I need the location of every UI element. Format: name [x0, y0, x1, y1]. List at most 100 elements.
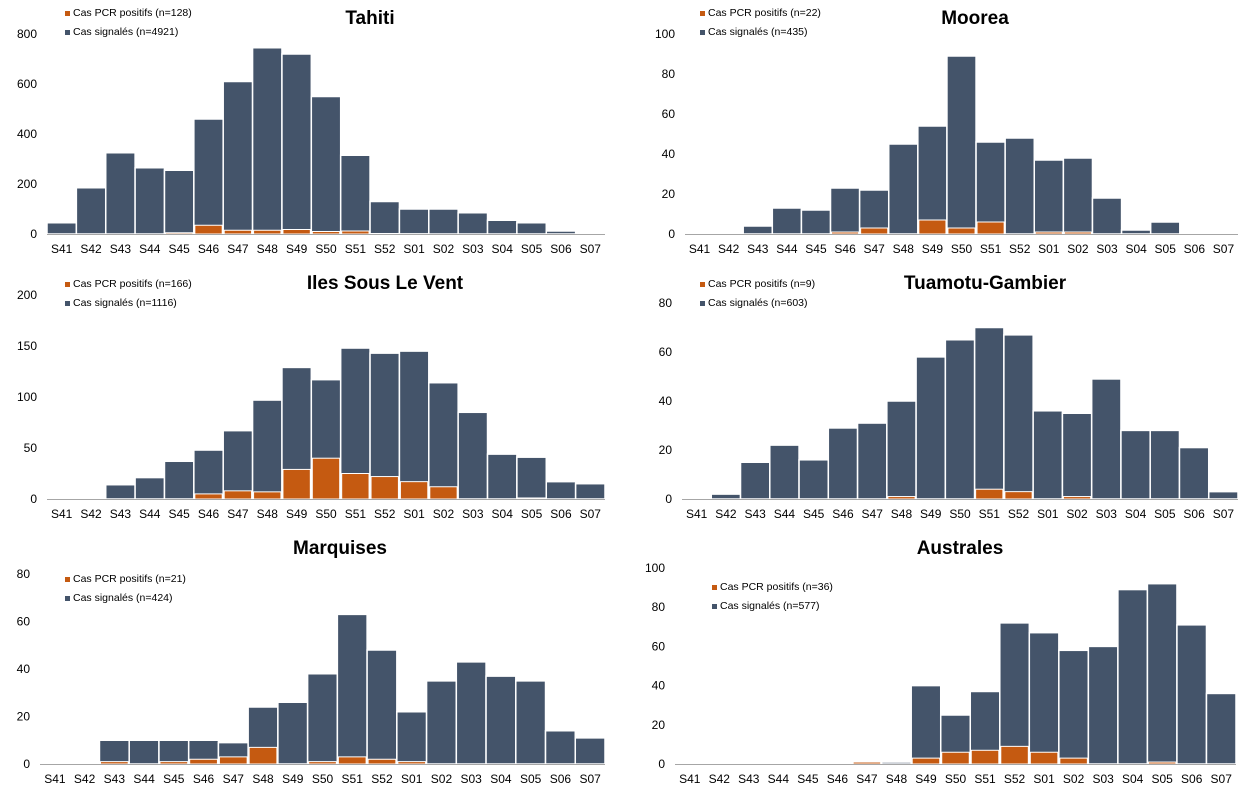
x-tick-label: S43 [104, 772, 126, 786]
bar-pcr-s52 [1000, 745, 1029, 765]
legend-label: Cas PCR positifs (n=166) [73, 278, 192, 290]
x-tick-label: S44 [133, 772, 155, 786]
chart-svg-moorea: Moorea 0 20 40 60 80 100 S41 S42 S43 S44 S45 S46 S47 S… [655, 7, 1238, 256]
bar-reported-s49 [281, 53, 313, 235]
y-tick-label: 100 [655, 27, 675, 41]
bar-reported-s44 [134, 167, 166, 235]
bar-pcr-s50 [947, 227, 976, 235]
x-tick-label: S44 [139, 242, 161, 256]
legend-swatch [65, 301, 70, 306]
x-tick-label: S46 [198, 507, 220, 521]
x-tick-label: S41 [689, 242, 711, 256]
y-tick-label: 0 [658, 757, 665, 771]
bar-reported-s04 [486, 453, 518, 500]
x-tick-label: S41 [686, 507, 708, 521]
bar-reported-s04 [1120, 429, 1151, 500]
x-tick-label: S02 [433, 507, 455, 521]
bar-reported-s44 [771, 207, 803, 235]
x-tick-label: S42 [80, 242, 102, 256]
x-tick-label: S02 [433, 242, 455, 256]
bar-pcr-s45 [159, 761, 189, 765]
bar-pcr-s51 [976, 221, 1005, 235]
x-tick-label: S50 [945, 772, 967, 786]
x-tick-label: S43 [110, 507, 132, 521]
bar-reported-s49 [917, 125, 948, 235]
chart-marquises: Marquises 0 20 40 60 80 S41 S42 S43 S44 S45 S46 S47 S… [0, 530, 613, 787]
bar-reported-s02 [1058, 649, 1090, 765]
chart-title: Tahiti [345, 8, 394, 29]
legend-swatch [700, 282, 705, 287]
x-tick-label: S45 [168, 507, 190, 521]
y-tick-label: 400 [17, 127, 37, 141]
x-tick-label: S42 [715, 507, 737, 521]
x-tick-label: S03 [1096, 242, 1118, 256]
bar-reported-s01 [1028, 631, 1060, 765]
x-tick-label: S04 [492, 242, 514, 256]
legend-label: Cas PCR positifs (n=22) [708, 7, 821, 19]
bar-reported-s03 [1091, 197, 1123, 235]
bar-pcr-s50 [941, 751, 970, 765]
bar-pcr-s47 [852, 761, 882, 765]
y-tick-label: 40 [659, 394, 673, 408]
x-tick-label: S49 [286, 507, 308, 521]
x-tick-label: S41 [51, 242, 73, 256]
chart-svg-tuamotu-gambier: Tuamotu-Gambier 0 20 40 60 80 S41 S42 S43 S44 S45 S… [659, 273, 1239, 521]
bar-reported-s05 [516, 456, 548, 500]
bar-reported-s50 [946, 55, 977, 235]
y-tick-label: 150 [17, 339, 37, 353]
legend-swatch [700, 11, 705, 16]
x-tick-label: S46 [832, 507, 854, 521]
chart-iles-sous-le-vent: Iles Sous Le Vent 0 50 100 150 200 S41 S42 S43 S4… [0, 265, 613, 522]
x-tick-label: S41 [51, 507, 73, 521]
y-tick-label: 600 [17, 77, 37, 91]
x-tick-label: S52 [371, 772, 393, 786]
bar-reported-s45 [158, 739, 190, 765]
bar-reported-s47 [222, 80, 254, 235]
bar-pcr-s48 [248, 746, 278, 765]
x-tick-label: S44 [768, 772, 790, 786]
y-tick-label: 60 [659, 345, 673, 359]
bar-reported-s07 [574, 482, 606, 500]
bar-reported-s03 [457, 411, 489, 500]
x-tick-label: S47 [227, 242, 249, 256]
y-tick-label: 200 [17, 177, 37, 191]
bar-pcr-s52 [370, 476, 399, 500]
chart-title: Marquises [293, 538, 387, 559]
x-tick-label: S47 [864, 242, 886, 256]
x-tick-label: S48 [257, 242, 279, 256]
x-tick-label: S03 [1092, 772, 1114, 786]
x-tick-label: S06 [550, 242, 572, 256]
bar-reported-s50 [944, 339, 976, 500]
bar-pcr-s48 [253, 491, 282, 500]
x-tick-label: S47 [856, 772, 878, 786]
bar-reported-s43 [104, 152, 136, 235]
x-tick-label: S04 [1125, 507, 1147, 521]
bar-reported-s04 [485, 675, 517, 765]
x-tick-label: S42 [709, 772, 731, 786]
legend-swatch [65, 596, 70, 601]
bar-reported-s01 [396, 711, 428, 765]
bar-reported-s49 [277, 701, 309, 765]
bar-reported-s04 [1117, 588, 1149, 765]
x-tick-label: S04 [1122, 772, 1144, 786]
x-tick-label: S42 [718, 242, 740, 256]
bar-reported-s05 [1149, 221, 1181, 235]
bar-reported-s51 [975, 141, 1006, 235]
x-tick-label: S42 [80, 507, 102, 521]
bar-pcr-s02 [1062, 496, 1092, 500]
bar-reported-s51 [336, 613, 368, 765]
x-tick-label: S48 [886, 772, 908, 786]
chart-title: Australes [917, 538, 1004, 559]
bar-reported-s05 [515, 680, 547, 765]
x-tick-label: S02 [1063, 772, 1085, 786]
bar-reported-s44 [134, 476, 166, 500]
x-tick-label: S45 [797, 772, 819, 786]
y-tick-label: 60 [652, 639, 666, 653]
bar-pcr-s51 [341, 230, 370, 235]
x-tick-label: S46 [827, 772, 849, 786]
y-tick-label: 80 [659, 296, 673, 310]
bar-pcr-s49 [911, 757, 941, 765]
bar-reported-s07 [1205, 692, 1237, 765]
bar-reported-s05 [1146, 582, 1178, 765]
x-tick-label: S04 [492, 507, 514, 521]
